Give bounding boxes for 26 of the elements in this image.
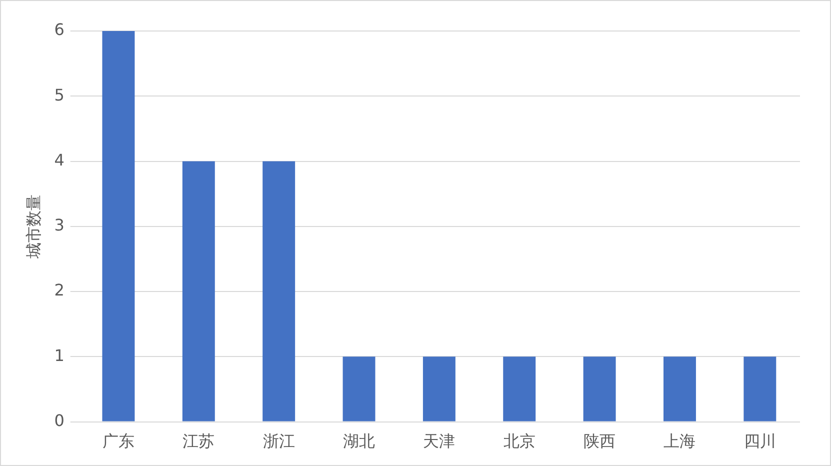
y-tick-label: 3 <box>54 216 64 235</box>
y-tick-label: 5 <box>54 85 64 104</box>
x-tick-label: 湖北 <box>343 432 376 451</box>
bar <box>182 161 215 422</box>
x-tick-label: 四川 <box>744 432 776 451</box>
bar <box>262 161 296 422</box>
x-tick-label: 北京 <box>503 432 536 451</box>
y-axis-title: 城市数量 <box>24 194 43 260</box>
x-tick-label: 陕西 <box>584 432 616 451</box>
bar <box>503 356 536 422</box>
y-tick-label: 1 <box>54 346 64 365</box>
x-tick-label: 天津 <box>423 432 456 451</box>
bar <box>663 356 696 422</box>
bar <box>342 356 376 422</box>
y-tick-label: 4 <box>54 150 64 170</box>
bar <box>583 356 616 422</box>
x-tick-label: 广东 <box>102 432 134 451</box>
x-tick-label: 上海 <box>664 432 696 451</box>
x-tick-label: 浙江 <box>262 432 295 451</box>
y-tick-label: 0 <box>54 410 64 430</box>
bar <box>422 356 456 422</box>
bar <box>744 356 776 422</box>
x-tick-label: 江苏 <box>182 432 215 451</box>
bar <box>102 31 135 422</box>
y-tick-label: 2 <box>54 280 64 300</box>
y-tick-label: 6 <box>54 20 64 40</box>
